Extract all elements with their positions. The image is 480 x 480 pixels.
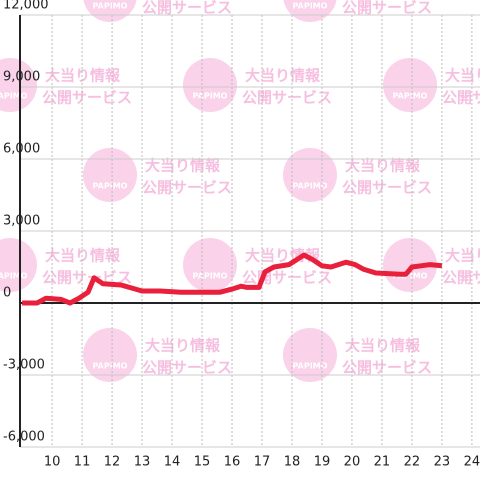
y-tick-label: 6,000 <box>3 142 40 157</box>
x-tick-label: 19 <box>314 455 331 470</box>
watermark-logo-text: PAPIMO <box>193 272 228 281</box>
x-tick-label: 21 <box>374 455 391 470</box>
watermark-logo <box>383 238 437 292</box>
watermark-logo-text: PAPIMO <box>393 272 428 281</box>
watermark-text: 公開サービス <box>442 89 480 107</box>
watermark-logo <box>183 58 237 112</box>
watermark-text: 大当り情報 <box>245 67 321 85</box>
watermark-text: 大当り情報 <box>245 247 321 265</box>
watermark-logo <box>83 148 137 202</box>
watermark-text: 公開サービス <box>342 359 432 377</box>
x-tick-label: 13 <box>134 455 151 470</box>
watermark-logo <box>83 0 137 22</box>
watermark-logo-text: PAPIMO <box>0 272 28 281</box>
watermark-text: 公開サービス <box>342 0 432 17</box>
y-tick-label: -6,000 <box>3 430 45 445</box>
x-tick-label: 17 <box>254 455 271 470</box>
watermark-logo-text: PAPIMO <box>0 92 28 101</box>
x-tick-label: 22 <box>404 455 421 470</box>
plot <box>22 252 443 306</box>
x-tick-label: 14 <box>164 455 181 470</box>
watermark-text: 大当り情報 <box>345 337 421 355</box>
x-tick-label: 11 <box>74 455 91 470</box>
watermark-text: 大当り情報 <box>145 337 221 355</box>
watermark-logo <box>183 238 237 292</box>
watermark-text: 大当り情報 <box>445 247 480 265</box>
watermark-text: 公開サービス <box>242 269 332 287</box>
x-tick-label: 10 <box>44 455 61 470</box>
x-tick-label: 12 <box>104 455 121 470</box>
watermark-text: 大当り情報 <box>45 247 121 265</box>
watermark-text: 公開サービス <box>242 89 332 107</box>
watermark-text: 公開サービス <box>142 359 232 377</box>
x-tick-label: 18 <box>284 455 301 470</box>
y-tick-label: -3,000 <box>3 358 45 373</box>
watermark-logo-text: PAPIMO <box>93 182 128 191</box>
watermark: PAPIMO大当り情報公開サービスPAPIMO大当り情報公開サービスPAPIMO… <box>0 0 480 382</box>
y-tick-label: 3,000 <box>3 214 40 229</box>
watermark-text: 公開サービス <box>142 179 232 197</box>
watermark-logo-text: PAPIMO <box>93 2 128 11</box>
watermark-text: 公開サービス <box>342 179 432 197</box>
watermark-logo <box>383 58 437 112</box>
y-tick-label: 0 <box>3 286 11 301</box>
x-tick-label: 24 <box>464 455 480 470</box>
watermark-text: 大当り情報 <box>45 67 121 85</box>
watermark-logo <box>0 58 37 112</box>
y-tick-label: 9,000 <box>3 70 40 85</box>
watermark-logo-text: PAPIMO <box>193 92 228 101</box>
watermark-logo <box>83 328 137 382</box>
x-tick-label: 15 <box>194 455 211 470</box>
line <box>22 252 443 306</box>
grid: 10 11 12 13 14 15 16 17 18 19 20 21 22 23 24 -6,000 -3,0… <box>3 0 480 470</box>
watermark-logo-text: PAPIMO <box>93 362 128 371</box>
watermark-logo <box>0 238 37 292</box>
watermark-text: 大当り情報 <box>445 67 480 85</box>
watermark-logo-text: PAPIMO <box>293 362 328 371</box>
x-tick-label: 20 <box>344 455 361 470</box>
watermark-text: 公開サービス <box>442 269 480 287</box>
x-tick-label: 23 <box>434 455 451 470</box>
watermark-text: 大当り情報 <box>345 157 421 175</box>
watermark-text: 公開サービス <box>42 89 132 107</box>
watermark-text: 公開サービス <box>142 0 232 17</box>
watermark-logo <box>283 328 337 382</box>
x-tick-label: 16 <box>224 455 241 470</box>
watermark-logo-text: PAPIMO <box>393 92 428 101</box>
watermark-logo <box>283 0 337 22</box>
watermark-logo <box>283 148 337 202</box>
y-tick-label: 12,000 <box>3 0 49 13</box>
watermark-logo-text: PAPIMO <box>293 182 328 191</box>
watermark-logo-text: PAPIMO <box>293 2 328 11</box>
